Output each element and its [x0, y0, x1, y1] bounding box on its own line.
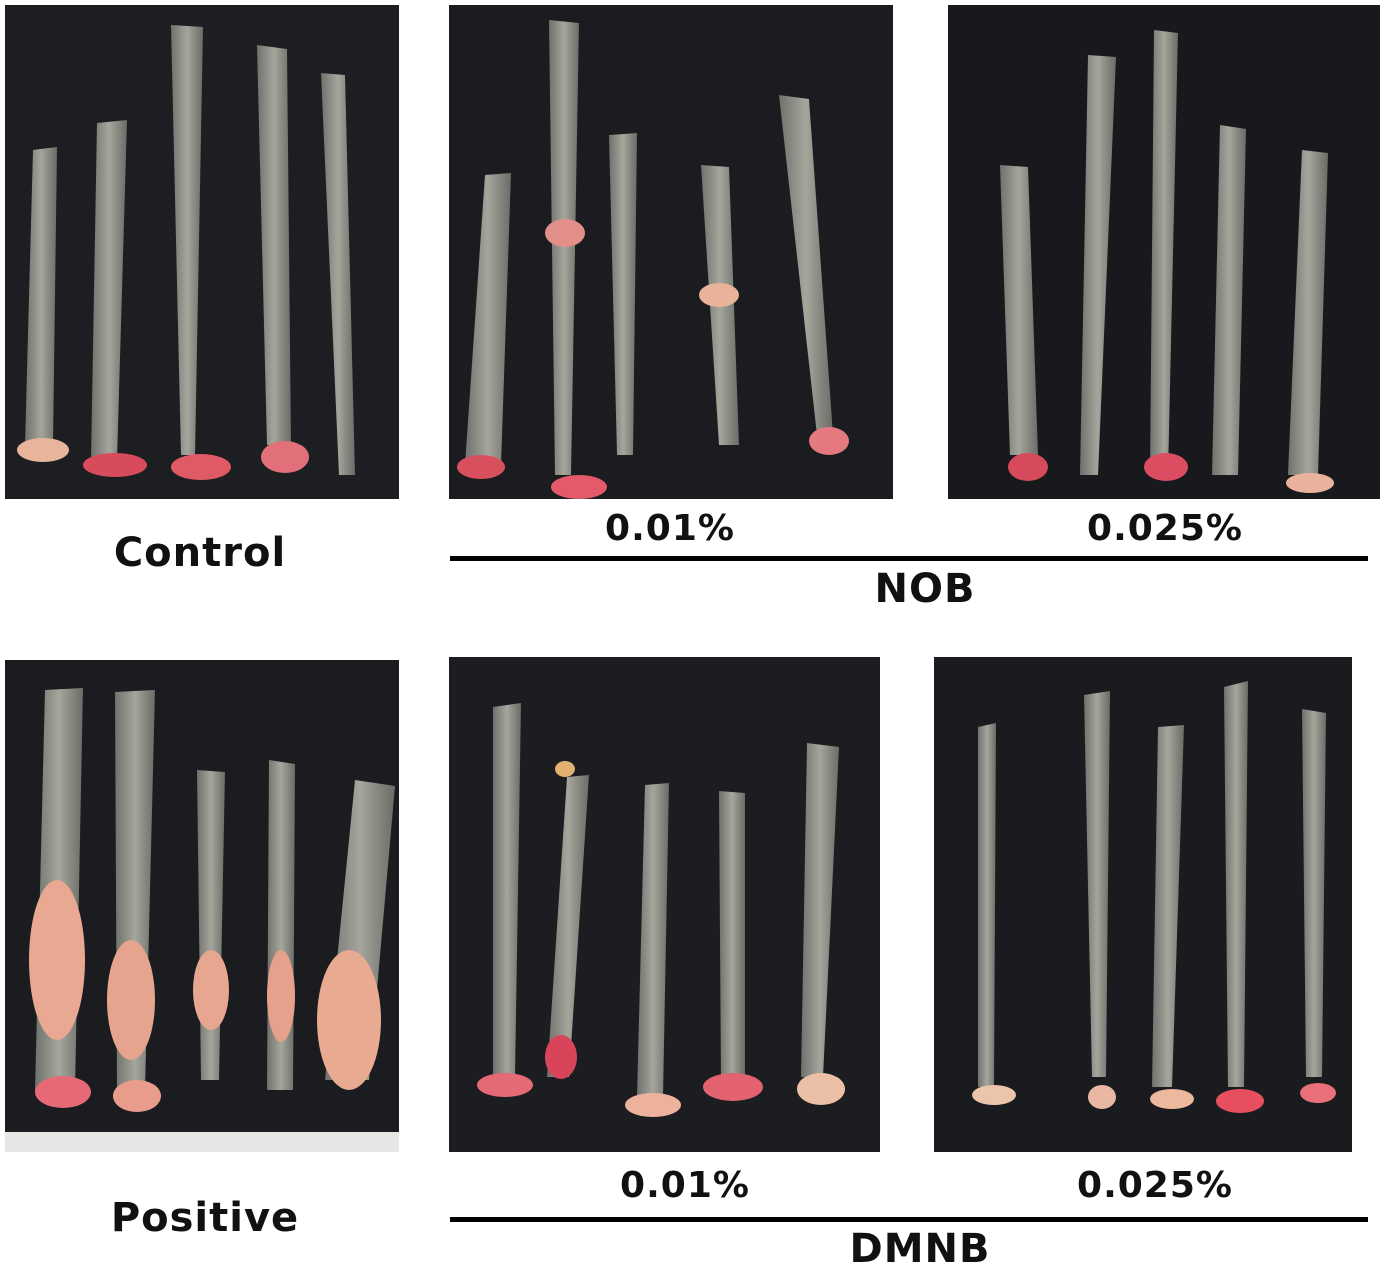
- photo-dmnb-low: [449, 657, 880, 1152]
- colon-specimens-dmnb-high: [934, 657, 1352, 1152]
- photo-control: [5, 5, 399, 499]
- dmnb-group-label: DMNB: [849, 1226, 991, 1272]
- photo-nob-high: [948, 5, 1380, 499]
- dmnb-high-concentration-label: 0.025%: [1077, 1165, 1233, 1206]
- colon-specimens-nob-high: [948, 5, 1380, 499]
- control-label: Control: [113, 530, 287, 576]
- photo-positive: [5, 660, 399, 1152]
- colon-specimens-positive: [5, 660, 399, 1152]
- photo-nob-low: [449, 5, 893, 499]
- nob-high-concentration-label: 0.025%: [1087, 508, 1243, 549]
- positive-label: Positive: [110, 1195, 300, 1241]
- dmnb-low-concentration-label: 0.01%: [620, 1165, 750, 1206]
- colon-specimens-control: [5, 5, 399, 499]
- nob-group-label: NOB: [874, 566, 976, 612]
- nob-group-bracket: [450, 556, 1368, 561]
- nob-low-concentration-label: 0.01%: [605, 508, 735, 549]
- dmnb-group-bracket: [450, 1217, 1368, 1222]
- colon-specimens-dmnb-low: [449, 657, 880, 1152]
- photo-dmnb-high: [934, 657, 1352, 1152]
- colon-specimens-nob-low: [449, 5, 893, 499]
